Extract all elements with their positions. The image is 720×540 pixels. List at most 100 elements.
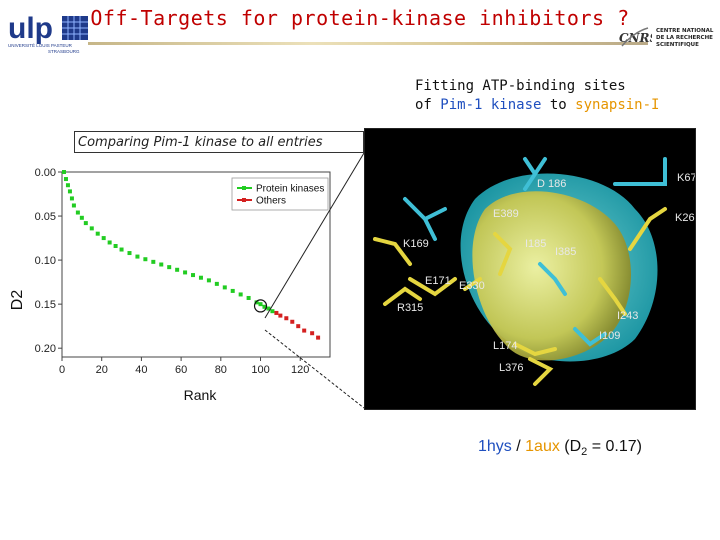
legend-label: Others bbox=[256, 196, 286, 207]
kinase-point bbox=[143, 257, 148, 262]
kinase-point bbox=[258, 302, 263, 307]
kinase-point bbox=[270, 309, 275, 314]
residue-k67 bbox=[613, 157, 667, 186]
residue-label: K67 bbox=[677, 172, 695, 184]
legend-swatch-marker bbox=[242, 186, 246, 190]
kinase-point bbox=[135, 254, 140, 259]
cnrs-line3: SCIENTIFIQUE bbox=[656, 42, 699, 48]
protein-b-name: synapsin-I bbox=[575, 97, 660, 113]
legend-swatch-marker bbox=[242, 198, 246, 202]
binding-site-render: D 186 K67 E389 K269 K169 I185 I385 E171 E330 R315… bbox=[373, 157, 695, 386]
rank-chart: 0 20 40 60 80 100 120 0.00 0.05 0.10 0.15 0.20 Prot… bbox=[9, 167, 331, 403]
ulp-logo-line1: UNIVERSITÉ LOUIS PASTEUR bbox=[8, 42, 73, 48]
kinase-point bbox=[191, 273, 196, 278]
residue-e389 bbox=[403, 197, 447, 241]
kinase-point bbox=[198, 275, 203, 280]
residue-i385 bbox=[538, 262, 567, 296]
kinase-point bbox=[167, 265, 172, 270]
kinase-point bbox=[83, 221, 88, 226]
residue-label: L174 bbox=[493, 340, 517, 352]
residue-d186 bbox=[523, 157, 547, 191]
kinase-point bbox=[89, 226, 94, 231]
x-tick-label: 40 bbox=[135, 364, 147, 376]
y-tick-label: 0.10 bbox=[35, 255, 56, 267]
kinase-point bbox=[119, 247, 124, 252]
fitting-prefix: of bbox=[415, 97, 441, 113]
residue-label: K269 bbox=[675, 212, 695, 224]
residue-i243 bbox=[598, 277, 627, 316]
pdb-id-a: 1hys bbox=[478, 438, 512, 455]
x-tick-label: 20 bbox=[96, 364, 108, 376]
ulp-logo-line2: STRASBOURG bbox=[48, 49, 80, 54]
d2-prefix: (D bbox=[559, 438, 582, 455]
x-tick-label: 100 bbox=[251, 364, 269, 376]
kinase-point bbox=[69, 196, 74, 201]
residue-r315 bbox=[383, 286, 422, 306]
other-point bbox=[278, 313, 283, 318]
residue-i109 bbox=[573, 327, 607, 347]
x-tick-label: 0 bbox=[59, 364, 65, 376]
comparison-box bbox=[74, 131, 364, 153]
kinase-point bbox=[75, 210, 80, 215]
d2-value: = 0.17) bbox=[587, 438, 642, 455]
kinase-point bbox=[206, 278, 211, 283]
x-axis-label: Rank bbox=[184, 387, 218, 403]
kinase-point bbox=[65, 183, 70, 188]
residue-label: K169 bbox=[403, 238, 429, 250]
y-tick-label: 0.20 bbox=[35, 343, 56, 355]
other-point bbox=[290, 319, 295, 324]
pair-label: 1hys / 1aux (D2 = 0.17) bbox=[478, 438, 642, 458]
kinase-point bbox=[266, 306, 271, 311]
fitting-mid: to bbox=[541, 97, 576, 113]
cnrs-wordmark: CENTRE NATIONAL DE LA RECHERCHE SCIENTIF… bbox=[656, 28, 716, 49]
pdb-id-b: 1aux bbox=[525, 438, 560, 455]
comparison-label: Comparing Pim-1 kinase to all entries bbox=[78, 135, 323, 150]
other-point bbox=[316, 335, 321, 340]
kinase-point bbox=[214, 281, 219, 286]
residue-label: D 186 bbox=[537, 178, 566, 190]
kinase-point bbox=[183, 270, 188, 275]
kinase-point bbox=[254, 300, 259, 305]
cnrs-line2: DE LA RECHERCHE bbox=[656, 35, 713, 41]
page-title: Off-Targets for protein-kinase inhibitor… bbox=[90, 6, 630, 30]
kinase-point bbox=[230, 288, 235, 293]
residue-k169 bbox=[373, 237, 412, 266]
kinase-point bbox=[222, 285, 227, 290]
kinase-point bbox=[79, 215, 84, 220]
kinase-point bbox=[159, 262, 164, 267]
residue-label: I109 bbox=[599, 330, 620, 342]
y-tick-label: 0.15 bbox=[35, 299, 56, 311]
residue-i185 bbox=[493, 232, 513, 276]
residue-label: I185 bbox=[525, 238, 546, 250]
cnrs-logo: CNRS bbox=[619, 27, 652, 47]
kinase-point bbox=[262, 304, 267, 309]
title-underline bbox=[88, 42, 648, 45]
residue-label: E171 bbox=[425, 275, 451, 287]
cnrs-line1: CENTRE NATIONAL bbox=[656, 28, 714, 34]
residue-label: E389 bbox=[493, 208, 519, 220]
kinase-point bbox=[67, 189, 72, 194]
kinase-point bbox=[127, 251, 132, 256]
other-point bbox=[296, 324, 301, 329]
kinase-point bbox=[175, 267, 180, 272]
residue-e330 bbox=[463, 277, 482, 291]
kinase-point bbox=[113, 244, 118, 248]
residue-label: I385 bbox=[555, 246, 576, 258]
y-tick-label: 0.00 bbox=[35, 167, 56, 179]
y-axis-label: D2 bbox=[9, 290, 26, 311]
ulp-logo-letters: ulp bbox=[8, 12, 53, 45]
kinase-point bbox=[71, 203, 76, 208]
residue-e171 bbox=[408, 277, 457, 297]
protein-a-name: Pim-1 kinase bbox=[440, 97, 542, 113]
binding-site-view: D 186 K67 E389 K269 K169 I185 I385 E171 E330 R315… bbox=[364, 128, 696, 410]
fitting-line1: Fitting ATP-binding sites bbox=[415, 78, 626, 94]
kinase-point bbox=[61, 170, 66, 174]
kinase-point bbox=[63, 177, 68, 182]
residue-l376 bbox=[528, 357, 554, 386]
kinase-point bbox=[101, 236, 106, 241]
kinase-point bbox=[151, 259, 156, 264]
y-tick-label: 0.05 bbox=[35, 211, 56, 223]
other-point bbox=[284, 316, 289, 321]
x-tick-label: 120 bbox=[291, 364, 309, 376]
other-point bbox=[274, 310, 279, 315]
